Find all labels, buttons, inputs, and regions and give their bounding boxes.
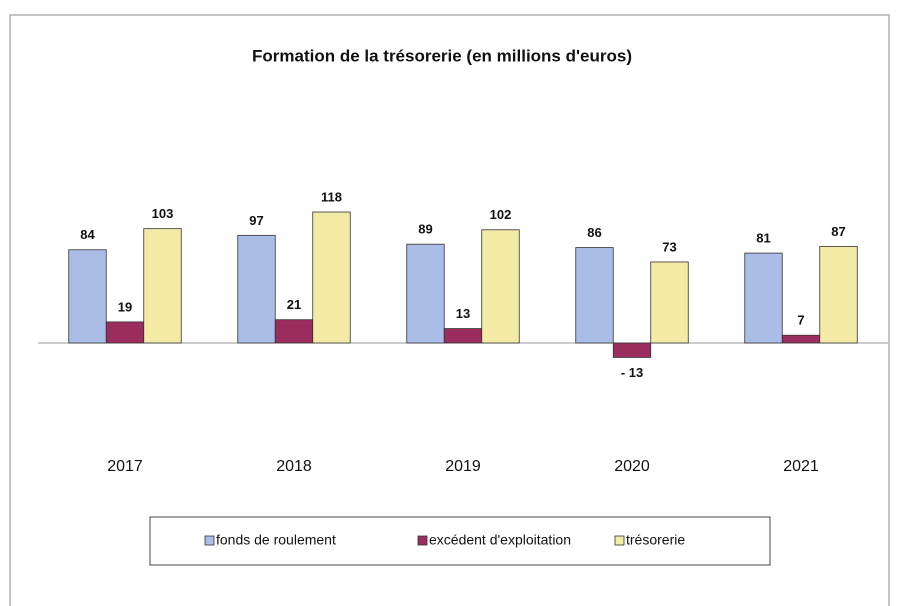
x-tick-label: 2019 [445,458,481,475]
data-label: 13 [456,306,470,321]
data-label: 102 [490,207,512,222]
bar [650,261,689,344]
data-label: 97 [249,213,263,228]
data-label: 86 [587,225,601,240]
chart-title: Formation de la trésorerie (en millions … [252,46,632,65]
bar [143,228,182,344]
data-label: 7 [797,313,804,328]
x-tick-label: 2018 [276,458,312,475]
data-label: 73 [662,239,676,254]
x-tick-label: 2017 [107,458,143,475]
data-label: 19 [118,299,132,314]
data-label: - 13 [621,365,643,380]
bar [105,321,145,344]
bar [744,252,783,344]
bar [274,319,314,344]
data-label: 89 [418,222,432,237]
data-label: 84 [80,227,95,242]
legend-box [149,516,771,566]
legend-swatch [417,535,428,546]
x-tick-label: 2020 [614,458,650,475]
bar [237,234,276,344]
data-label: 87 [831,224,845,239]
bar [406,243,445,344]
data-label: 118 [321,189,342,204]
x-tick-label: 2021 [783,458,819,475]
bar [68,249,107,344]
data-label: 21 [287,297,301,312]
data-label: 103 [152,206,174,221]
bar [575,247,614,344]
legend-swatch [204,535,215,546]
bar [443,328,483,344]
bar [481,229,520,344]
legend-label: excédent d'exploitation [429,532,571,548]
legend-label: trésorerie [626,532,685,548]
bar [781,334,821,344]
bar [819,246,858,344]
bar [312,211,351,344]
legend-label: fonds de roulement [216,532,336,548]
legend-swatch [614,535,625,546]
data-label: 81 [756,231,770,246]
bar [612,342,652,358]
